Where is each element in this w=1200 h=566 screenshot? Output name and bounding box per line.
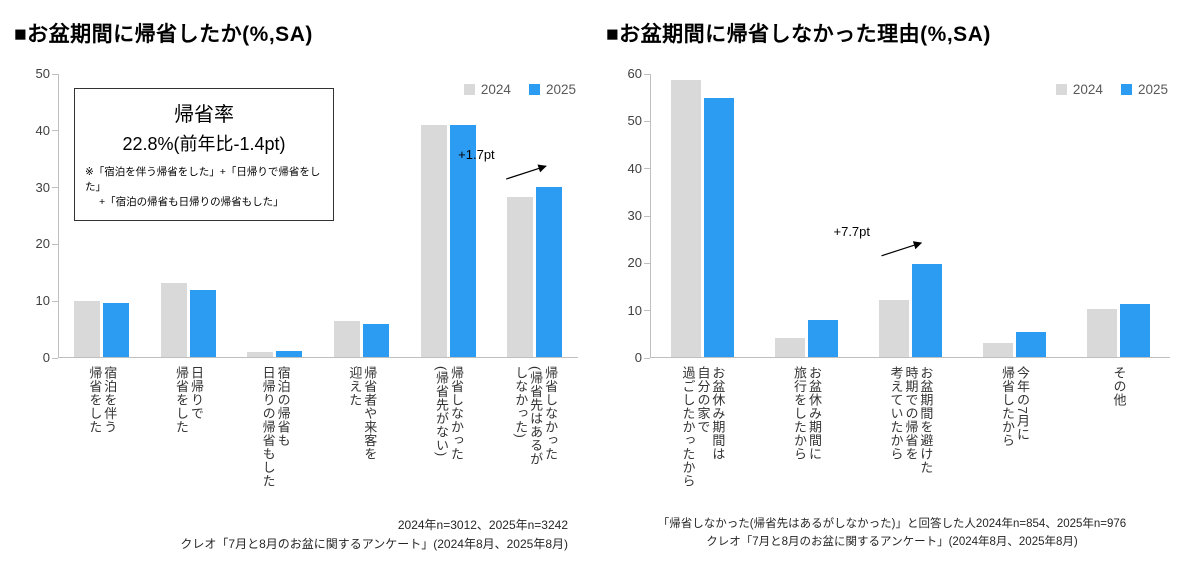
y-axis-line — [58, 74, 59, 358]
y-axis-label: 50 — [627, 113, 642, 129]
bar-2024 — [160, 283, 187, 358]
bar-2024 — [670, 79, 701, 358]
bar-2025 — [911, 263, 942, 358]
legend-label-2025: 2025 — [545, 82, 576, 97]
y-axis-tick — [52, 73, 58, 75]
y-axis-label: 40 — [35, 122, 50, 138]
category-label: 今年の7月に 帰省したから — [1000, 366, 1030, 447]
y-axis-label: 60 — [627, 66, 642, 81]
y-axis-label: 20 — [627, 255, 642, 271]
y-axis-tick — [52, 187, 58, 189]
y-axis-tick — [52, 243, 58, 245]
callout-note-line2: +「宿泊の帰省も日帰りの帰省もした」 — [99, 196, 284, 209]
bar-2024 — [247, 352, 274, 358]
y-axis-tick — [644, 357, 650, 359]
survey-source-note: クレオ「7月と8月のお盆に関するアンケート」(2024年8月、2025年8月) — [180, 536, 568, 551]
callout-title: 帰省率 — [174, 104, 234, 126]
y-axis-label: 0 — [634, 350, 642, 365]
bar-2024 — [420, 125, 447, 358]
bar-2024 — [982, 342, 1013, 358]
category-label: お盆休み期間に 旅行をしたから — [792, 366, 822, 461]
chart-panel-returned-home: ■お盆期間に帰省したか(%,SA) 2024 2025 帰省率 22.8%(前年… — [0, 10, 592, 558]
bar-2025 — [189, 290, 216, 358]
legend-item-2025: 2025 — [1120, 82, 1168, 97]
bar-chart-returned-home: 2024 2025 帰省率 22.8%(前年比-1.4pt) ※「宿泊を伴う帰省… — [36, 66, 578, 365]
x-axis-line — [58, 357, 578, 358]
bar-2024 — [878, 300, 909, 358]
bar-2025 — [536, 187, 563, 358]
chart-title: ■お盆期間に帰省しなかった理由(%,SA) — [606, 23, 991, 46]
category-label: その他 — [1111, 366, 1127, 407]
legend-swatch-2025 — [1120, 84, 1132, 95]
bar-2024 — [774, 337, 805, 358]
category-label: 日帰りで 帰省をした — [174, 366, 204, 434]
return-rate-callout: 帰省率 22.8%(前年比-1.4pt) ※「宿泊を伴う帰省をした」+「日帰りで… — [74, 88, 334, 221]
y-axis-label: 10 — [35, 293, 50, 309]
y-axis-label: 20 — [35, 236, 50, 252]
category-label: 帰省しなかった (帰省先はあるが しなかった) — [513, 366, 559, 466]
legend: 2024 2025 — [1055, 82, 1168, 97]
category-axis-labels: 宿泊を伴う 帰省をした 日帰りで 帰省をした 宿泊の帰省も 日帰りの帰省もした 帰省者… — [58, 362, 578, 516]
bar-2025 — [102, 302, 129, 358]
bar-2025 — [807, 320, 838, 358]
y-axis-tick — [644, 262, 650, 264]
y-axis-tick — [52, 357, 58, 359]
y-axis-tick — [644, 215, 650, 217]
y-axis-tick — [52, 300, 58, 302]
chart-title: ■お盆期間に帰省したか(%,SA) — [14, 23, 313, 46]
bar-2025 — [703, 97, 734, 358]
y-axis-label: 10 — [627, 302, 642, 318]
category-label: 宿泊の帰省も 日帰りの帰省もした — [260, 366, 291, 488]
callout-note-line1: ※「宿泊を伴う帰省をした」+「日帰りで帰省をした」 — [85, 166, 321, 194]
bar-chart-reasons: 2024 2025 0 10 20 30 40 50 60 +7.7pt — [628, 66, 1170, 365]
y-axis-tick — [52, 130, 58, 132]
category-label: 帰省者や来客を 迎えた — [347, 366, 378, 461]
legend-label-2024: 2024 — [480, 82, 511, 97]
y-axis-tick — [644, 73, 650, 75]
x-axis-line — [650, 357, 1170, 358]
bar-2024 — [333, 321, 360, 358]
bar-2024 — [1086, 309, 1117, 358]
legend-item-2024: 2024 — [1055, 82, 1103, 97]
legend-label-2024: 2024 — [1072, 82, 1103, 97]
category-axis-labels: お盆休み期間は 自分の家で 過ごしたかったから お盆休み期間に 旅行をしたから お盆… — [650, 362, 1170, 516]
survey-source-note: クレオ「7月と8月のお盆に関するアンケート」(2024年8月、2025年8月) — [706, 535, 1078, 548]
bar-2025 — [276, 351, 303, 358]
bar-2025 — [449, 125, 476, 358]
legend: 2024 2025 — [463, 82, 576, 97]
category-label: 帰省しなかった (帰省先がない) — [434, 366, 464, 461]
legend-item-2024: 2024 — [463, 82, 511, 97]
legend-item-2025: 2025 — [528, 82, 576, 97]
y-axis-label: 0 — [42, 350, 50, 365]
category-label: 宿泊を伴う 帰省をした — [87, 366, 118, 434]
legend-swatch-2025 — [528, 84, 540, 95]
bar-2025 — [1015, 331, 1046, 358]
source-note: 「帰省しなかった(帰省先はあるがしなかった)」と回答した人2024年n=854、… — [600, 516, 1184, 552]
bar-2024 — [73, 301, 100, 358]
legend-label-2025: 2025 — [1137, 82, 1168, 97]
y-axis-line — [650, 74, 651, 358]
y-axis-label: 30 — [627, 208, 642, 223]
chart-panel-reasons-not-returned: ■お盆期間に帰省しなかった理由(%,SA) 2024 2025 0 10 20 30 4… — [592, 10, 1184, 558]
sample-size-note: 「帰省しなかった(帰省先はあるがしなかった)」と回答した人2024年n=854、… — [657, 518, 1127, 530]
sample-size-note: 2024年n=3012、2025年n=3242 — [397, 518, 568, 532]
bar-2024 — [507, 196, 534, 358]
legend-swatch-2024 — [463, 84, 475, 95]
annotation-label: +1.7pt — [458, 147, 495, 163]
legend-swatch-2024 — [1055, 84, 1067, 95]
y-axis-label: 30 — [35, 179, 50, 195]
y-axis-tick — [644, 120, 650, 122]
bar-2025 — [362, 323, 389, 358]
y-axis-tick — [644, 168, 650, 170]
y-axis-label: 40 — [627, 160, 642, 176]
y-axis-tick — [644, 310, 650, 312]
bar-2025 — [1119, 304, 1150, 358]
y-axis-label: 50 — [35, 66, 50, 81]
category-label: お盆期間を避けた 時期での帰省を 考えていたから — [888, 366, 934, 474]
source-note: 2024年n=3012、2025年n=3242 クレオ「7月と8月のお盆に関する… — [8, 516, 586, 553]
annotation-label: +7.7pt — [833, 223, 871, 239]
callout-value: 22.8%(前年比-1.4pt) — [122, 134, 286, 154]
category-label: お盆休み期間は 自分の家で 過ごしたかったから — [680, 366, 726, 488]
